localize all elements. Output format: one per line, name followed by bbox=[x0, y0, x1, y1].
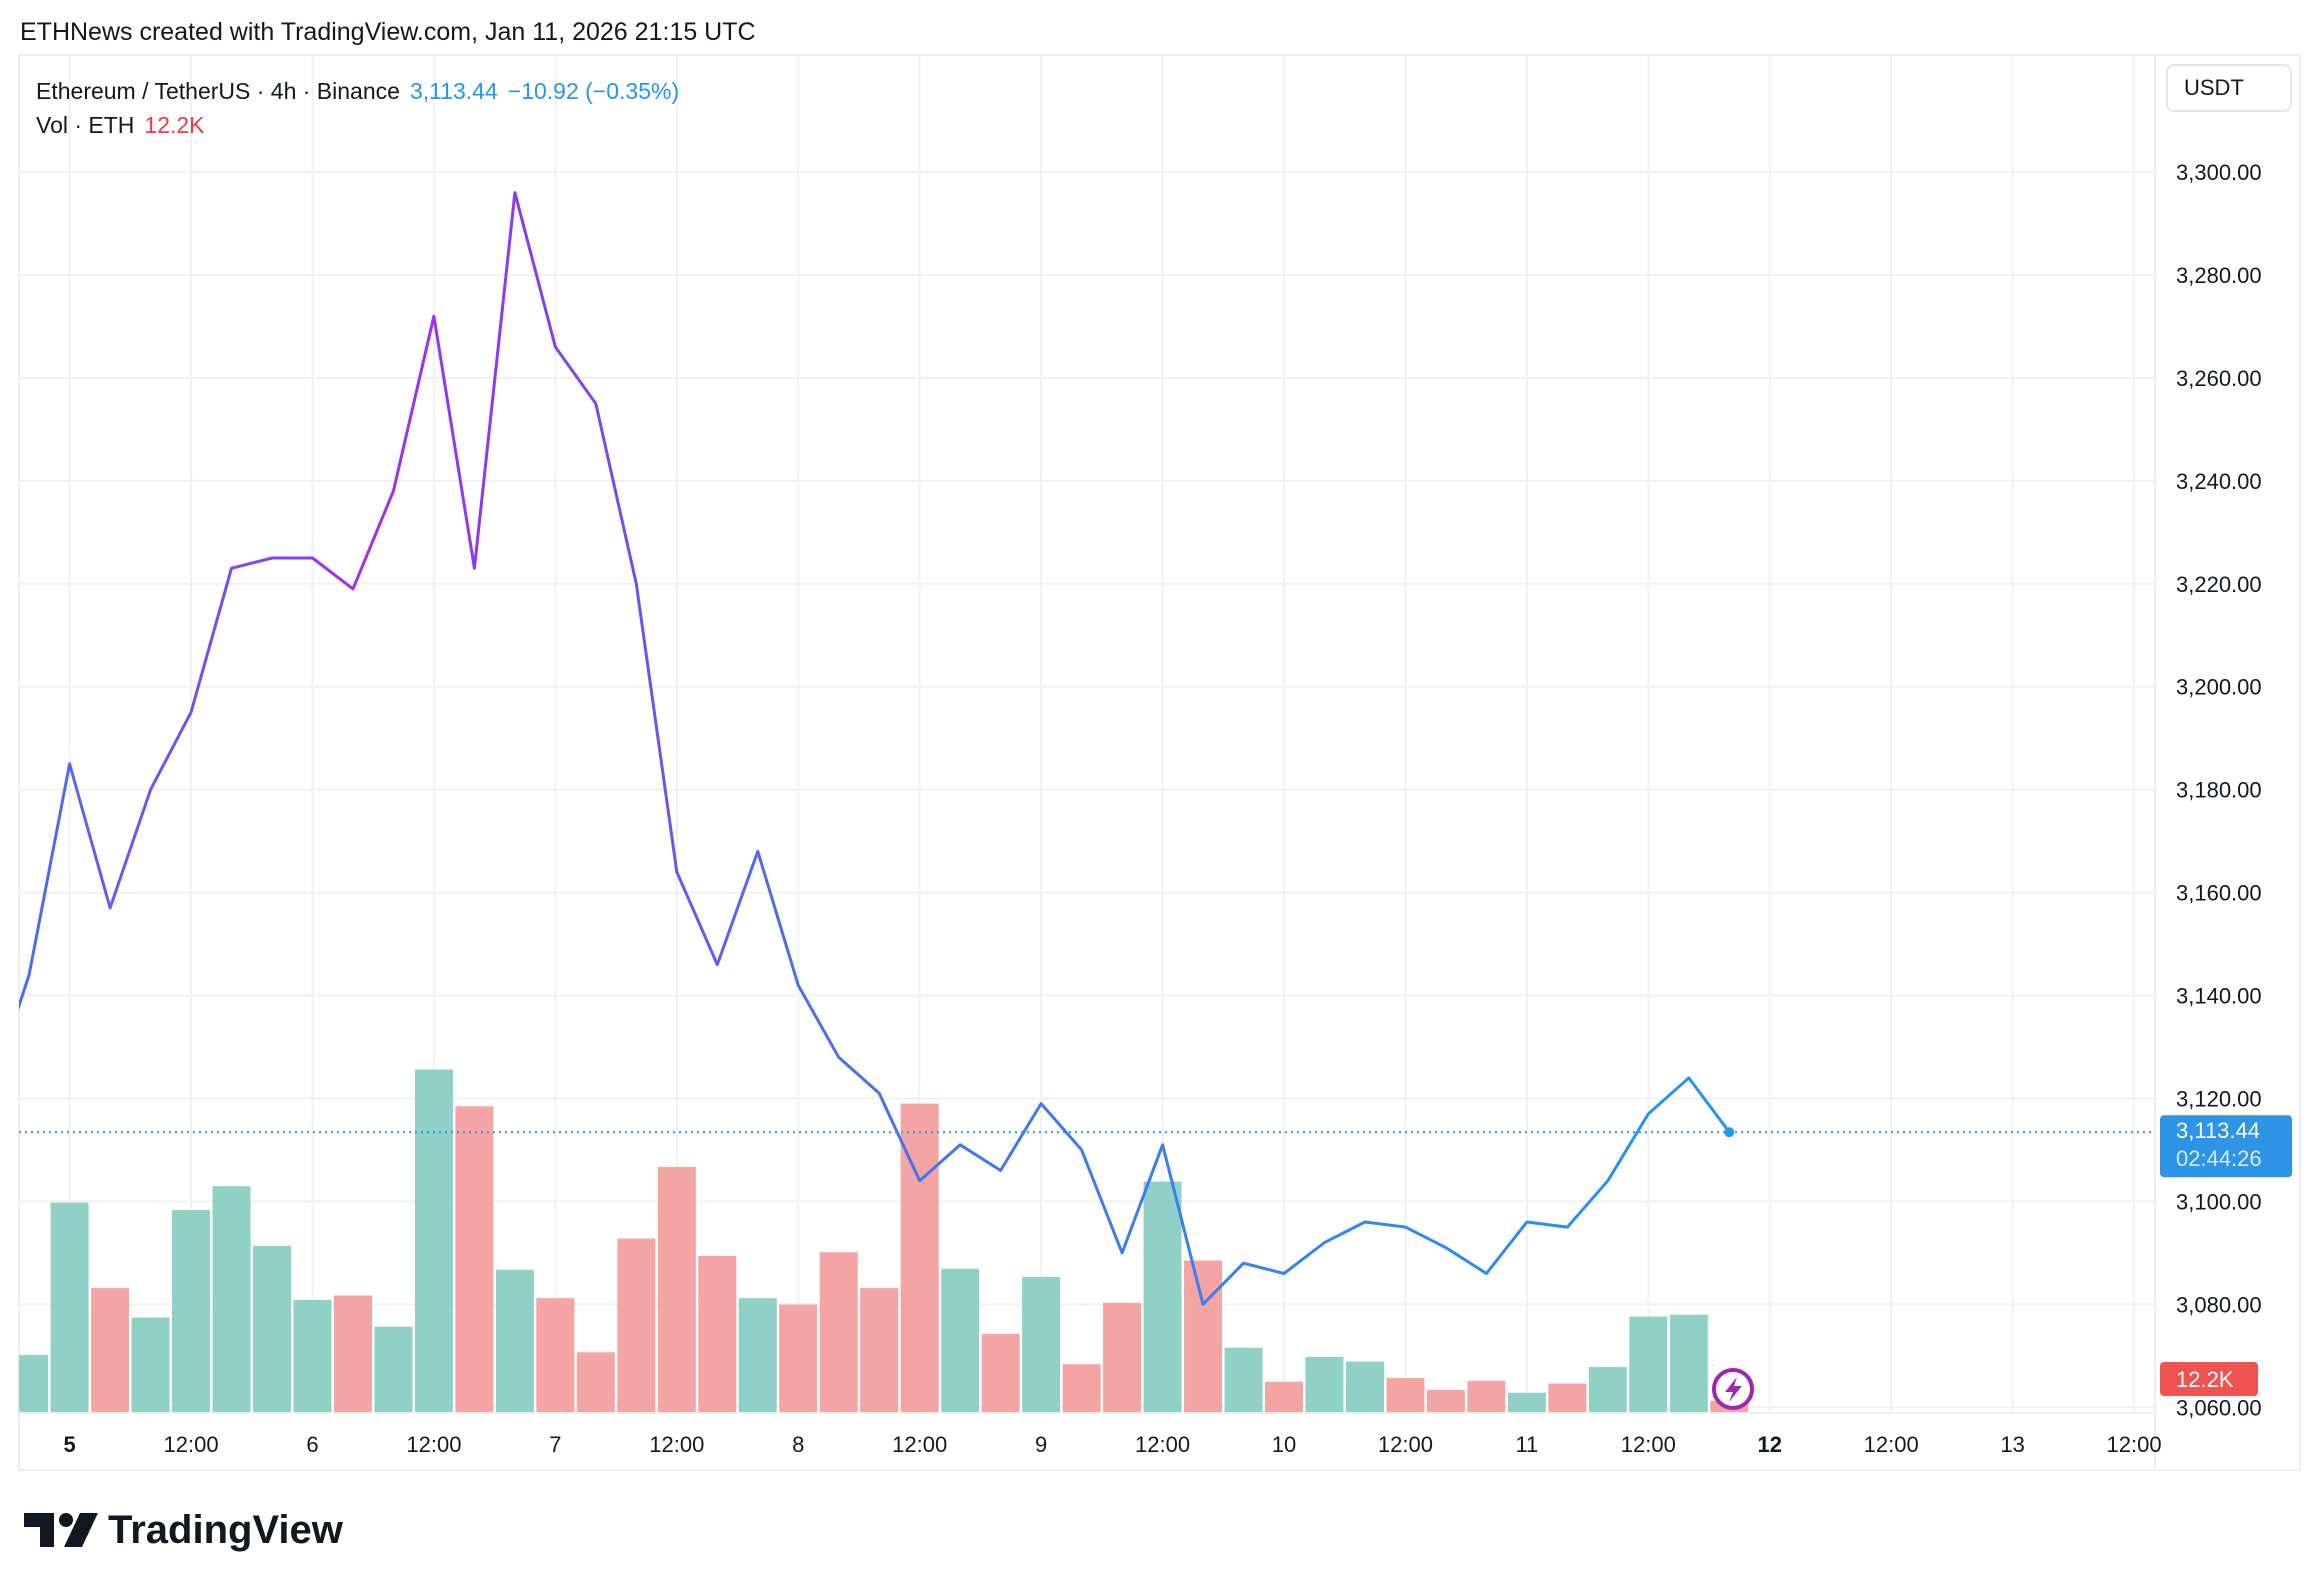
volume-bar bbox=[1548, 1383, 1587, 1412]
last-price: 3,113.44 bbox=[409, 78, 498, 104]
x-tick-label: 12:00 bbox=[406, 1432, 461, 1457]
x-tick-label: 12:00 bbox=[164, 1432, 219, 1457]
x-tick-label: 11 bbox=[1515, 1432, 1538, 1457]
volume-bar bbox=[1386, 1378, 1425, 1412]
y-tick-label: 3,160.00 bbox=[2176, 881, 2262, 906]
x-tick-label: 5 bbox=[63, 1432, 75, 1457]
last-price-tag bbox=[2160, 1115, 2292, 1178]
y-tick-label: 3,120.00 bbox=[2176, 1086, 2262, 1111]
x-tick-label: 9 bbox=[1035, 1432, 1047, 1457]
volume-bar bbox=[1265, 1381, 1303, 1412]
y-tick-label: 3,260.00 bbox=[2176, 366, 2262, 391]
y-tick-label: 3,100.00 bbox=[2176, 1189, 2262, 1214]
x-tick-label: 12:00 bbox=[892, 1432, 947, 1457]
volume-row: Vol · ETH 12.2K bbox=[36, 108, 679, 142]
volume-bar bbox=[1345, 1361, 1384, 1412]
symbol-row: Ethereum / TetherUS · 4h · Binance 3,113.… bbox=[36, 74, 679, 108]
volume-bar bbox=[536, 1298, 575, 1412]
y-tick-label: 3,200.00 bbox=[2176, 675, 2262, 700]
x-tick-label: 12:00 bbox=[649, 1432, 704, 1457]
y-tick-label: 3,060.00 bbox=[2176, 1395, 2262, 1420]
volume-bar bbox=[333, 1295, 372, 1412]
volume-bar bbox=[293, 1300, 332, 1412]
volume-label[interactable]: Vol · ETH bbox=[36, 112, 135, 138]
volume-bar bbox=[374, 1326, 413, 1412]
volume-bar bbox=[657, 1166, 696, 1412]
currency-button[interactable]: USDT bbox=[2166, 64, 2292, 112]
x-tick-label: 8 bbox=[792, 1432, 804, 1457]
volume-bar bbox=[1426, 1389, 1465, 1412]
x-tick-label: 13 bbox=[2000, 1432, 2024, 1457]
x-tick-label: 6 bbox=[306, 1432, 318, 1457]
volume-bar bbox=[576, 1352, 615, 1412]
chart-legend: Ethereum / TetherUS · 4h · Binance 3,113.… bbox=[36, 74, 679, 142]
volume-bar bbox=[414, 1069, 453, 1412]
price-line bbox=[19, 191, 1731, 1306]
volume-bar bbox=[819, 1252, 858, 1412]
x-tick-label: 12:00 bbox=[1135, 1432, 1190, 1457]
volume-bar bbox=[253, 1245, 291, 1412]
x-tick-label: 12 bbox=[1758, 1432, 1782, 1457]
volume-bar bbox=[1022, 1277, 1061, 1412]
x-tick-label: 12:00 bbox=[2107, 1432, 2162, 1457]
volume-bar bbox=[495, 1269, 534, 1412]
x-tick-label: 12:00 bbox=[1864, 1432, 1919, 1457]
countdown-timer: 02:44:26 bbox=[2176, 1146, 2262, 1171]
volume-bar bbox=[1669, 1314, 1708, 1412]
volume-tag-value: 12.2K bbox=[2176, 1367, 2234, 1392]
lightning-icon-bolt bbox=[1725, 1377, 1742, 1402]
volume-bar bbox=[172, 1210, 211, 1412]
chart-frame bbox=[18, 54, 2301, 1471]
symbol-title[interactable]: Ethereum / TetherUS · 4h · Binance bbox=[36, 78, 400, 104]
logo-text: TradingView bbox=[108, 1508, 343, 1552]
volume-bar bbox=[698, 1255, 737, 1412]
volume-bar bbox=[860, 1288, 899, 1412]
volume-tag bbox=[2160, 1362, 2258, 1396]
volume-value: 12.2K bbox=[144, 112, 205, 138]
volume-bar bbox=[50, 1202, 89, 1412]
x-tick-label: 7 bbox=[549, 1432, 561, 1457]
volume-bar bbox=[212, 1186, 251, 1412]
y-tick-label: 3,080.00 bbox=[2176, 1292, 2262, 1317]
volume-bar bbox=[1224, 1347, 1263, 1412]
volume-bar bbox=[91, 1288, 130, 1412]
y-tick-label: 3,280.00 bbox=[2176, 263, 2262, 288]
volume-bar bbox=[617, 1238, 656, 1412]
volume-bar bbox=[1629, 1316, 1668, 1412]
volume-bar bbox=[1103, 1302, 1142, 1412]
x-tick-label: 10 bbox=[1272, 1432, 1296, 1457]
lightning-icon[interactable] bbox=[1712, 1368, 1754, 1410]
y-tick-label: 3,240.00 bbox=[2176, 469, 2262, 494]
y-tick-label: 3,180.00 bbox=[2176, 778, 2262, 803]
volume-bar bbox=[779, 1304, 818, 1412]
last-price-tag-value: 3,113.44 bbox=[2176, 1118, 2260, 1143]
volume-bar bbox=[1588, 1367, 1627, 1412]
volume-bar bbox=[1062, 1364, 1101, 1412]
volume-bar bbox=[1184, 1260, 1223, 1412]
tradingview-logo[interactable]: TradingView bbox=[24, 1508, 343, 1553]
volume-bar bbox=[455, 1106, 494, 1412]
y-tick-label: 3,220.00 bbox=[2176, 572, 2262, 597]
y-tick-label: 3,300.00 bbox=[2176, 160, 2262, 185]
x-tick-label: 12:00 bbox=[1378, 1432, 1433, 1457]
x-tick-label: 12:00 bbox=[1621, 1432, 1676, 1457]
volume-bar bbox=[1467, 1380, 1506, 1412]
volume-bar bbox=[981, 1333, 1020, 1412]
chart-caption: ETHNews created with TradingView.com, Ja… bbox=[20, 18, 756, 46]
volume-bar bbox=[1143, 1181, 1182, 1412]
volume-bar bbox=[941, 1268, 980, 1412]
tradingview-logo-icon bbox=[24, 1512, 98, 1547]
volume-bar bbox=[131, 1317, 170, 1412]
volume-bar bbox=[738, 1298, 777, 1412]
volume-bar bbox=[1305, 1356, 1344, 1412]
volume-bar bbox=[1507, 1392, 1546, 1412]
price-change: −10.92 (−0.35%) bbox=[507, 78, 680, 104]
y-tick-label: 3,140.00 bbox=[2176, 984, 2262, 1009]
volume-bar bbox=[19, 1355, 49, 1412]
